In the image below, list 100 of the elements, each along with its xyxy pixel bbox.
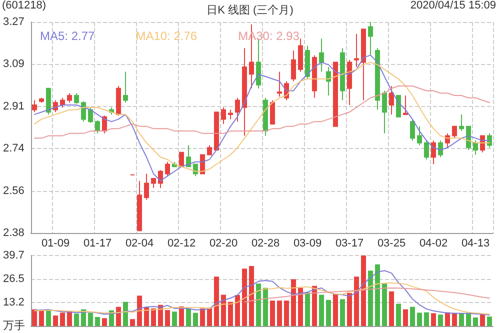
bar <box>480 314 485 326</box>
bar <box>466 312 471 326</box>
text: (601218) <box>2 0 46 12</box>
bar <box>242 268 247 326</box>
candlestick <box>214 112 219 151</box>
candlestick <box>207 144 212 156</box>
x-tick-label: 02-04 <box>125 238 154 250</box>
bar <box>130 319 135 326</box>
candlestick <box>74 92 79 104</box>
candlestick <box>67 92 72 104</box>
candlestick <box>333 62 338 127</box>
candlestick <box>144 173 149 200</box>
bar <box>431 313 436 326</box>
candlestick <box>438 140 443 158</box>
line-series <box>34 282 490 315</box>
y-tick-label: 2.38 <box>3 227 24 239</box>
candlestick <box>459 114 464 132</box>
bar <box>403 309 408 326</box>
bar <box>417 312 422 326</box>
x-tick-label: 03-09 <box>293 238 322 250</box>
candlestick <box>165 161 170 177</box>
y-tick-label: 2.91 <box>3 100 24 112</box>
bar <box>179 306 184 326</box>
candlestick <box>452 126 457 139</box>
candlestick <box>39 97 44 104</box>
bar <box>228 302 233 326</box>
candlestick <box>354 33 359 68</box>
candlestick <box>305 45 310 80</box>
candlestick <box>137 180 142 232</box>
bar <box>284 300 289 326</box>
bar <box>452 313 457 326</box>
y-tick-label: 万手 <box>3 319 25 332</box>
line-series <box>34 270 490 316</box>
bar <box>340 299 345 326</box>
bar <box>137 296 142 326</box>
y-tick-label: 3.09 <box>3 58 24 70</box>
y-tick-label: 2.74 <box>3 142 24 155</box>
bar <box>305 292 310 326</box>
candlestick <box>263 97 268 136</box>
bar <box>270 300 275 326</box>
x-tick-label: 02-28 <box>251 238 280 250</box>
bar <box>60 312 65 326</box>
candlestick <box>389 86 394 115</box>
text: MA5: 2.77 <box>40 29 96 43</box>
bar <box>207 308 212 326</box>
bar <box>291 279 296 326</box>
candlestick <box>228 109 233 120</box>
x-tick-label: 02-12 <box>167 238 196 250</box>
candlestick <box>382 90 387 134</box>
bar <box>389 291 394 326</box>
bar <box>151 308 156 326</box>
bar <box>438 314 443 326</box>
bar <box>88 312 93 326</box>
bar <box>347 292 352 326</box>
bar <box>256 284 261 326</box>
candlestick <box>298 38 303 72</box>
x-tick-label: 01-17 <box>83 238 112 250</box>
candlestick <box>340 48 345 101</box>
candlestick <box>60 97 65 108</box>
y-tick-label: 39.7 <box>3 250 24 262</box>
bar <box>333 294 338 326</box>
text: 2020/04/15 15:09 <box>410 0 496 12</box>
x-tick-label: 01-09 <box>41 238 70 250</box>
candlestick <box>123 71 128 104</box>
y-tick-label: 2.56 <box>3 184 24 197</box>
bar <box>326 300 331 326</box>
bar <box>200 308 205 326</box>
candlestick <box>466 126 471 151</box>
y-tick-label: 3.27 <box>3 16 24 28</box>
x-tick-label: 04-02 <box>419 238 448 250</box>
text: MA10: 2.76 <box>136 29 198 43</box>
candlestick <box>410 118 415 142</box>
candlestick <box>242 48 247 136</box>
bar <box>249 266 254 326</box>
y-tick-label: 26.5 <box>3 273 24 285</box>
candlestick <box>424 140 429 160</box>
bar <box>312 286 317 326</box>
bar <box>473 317 478 326</box>
bar <box>445 312 450 326</box>
bar <box>74 314 79 326</box>
candlestick <box>431 140 436 165</box>
x-tick-label: 02-20 <box>209 238 238 250</box>
bar <box>144 307 149 326</box>
candlestick <box>32 100 37 113</box>
candlestick <box>186 144 191 168</box>
bar <box>361 256 366 326</box>
bar <box>102 318 107 326</box>
y-tick-label: 13.2 <box>3 296 24 308</box>
bar <box>221 294 226 326</box>
candlestick <box>221 106 226 124</box>
line-series <box>34 86 490 139</box>
bar <box>263 288 268 326</box>
bar <box>32 309 37 326</box>
candlestick <box>270 100 275 124</box>
candlestick <box>151 178 156 188</box>
candlestick <box>368 22 373 56</box>
candlestick <box>403 94 408 115</box>
bar <box>424 312 429 326</box>
bar <box>375 264 380 326</box>
candlestick <box>375 48 380 110</box>
